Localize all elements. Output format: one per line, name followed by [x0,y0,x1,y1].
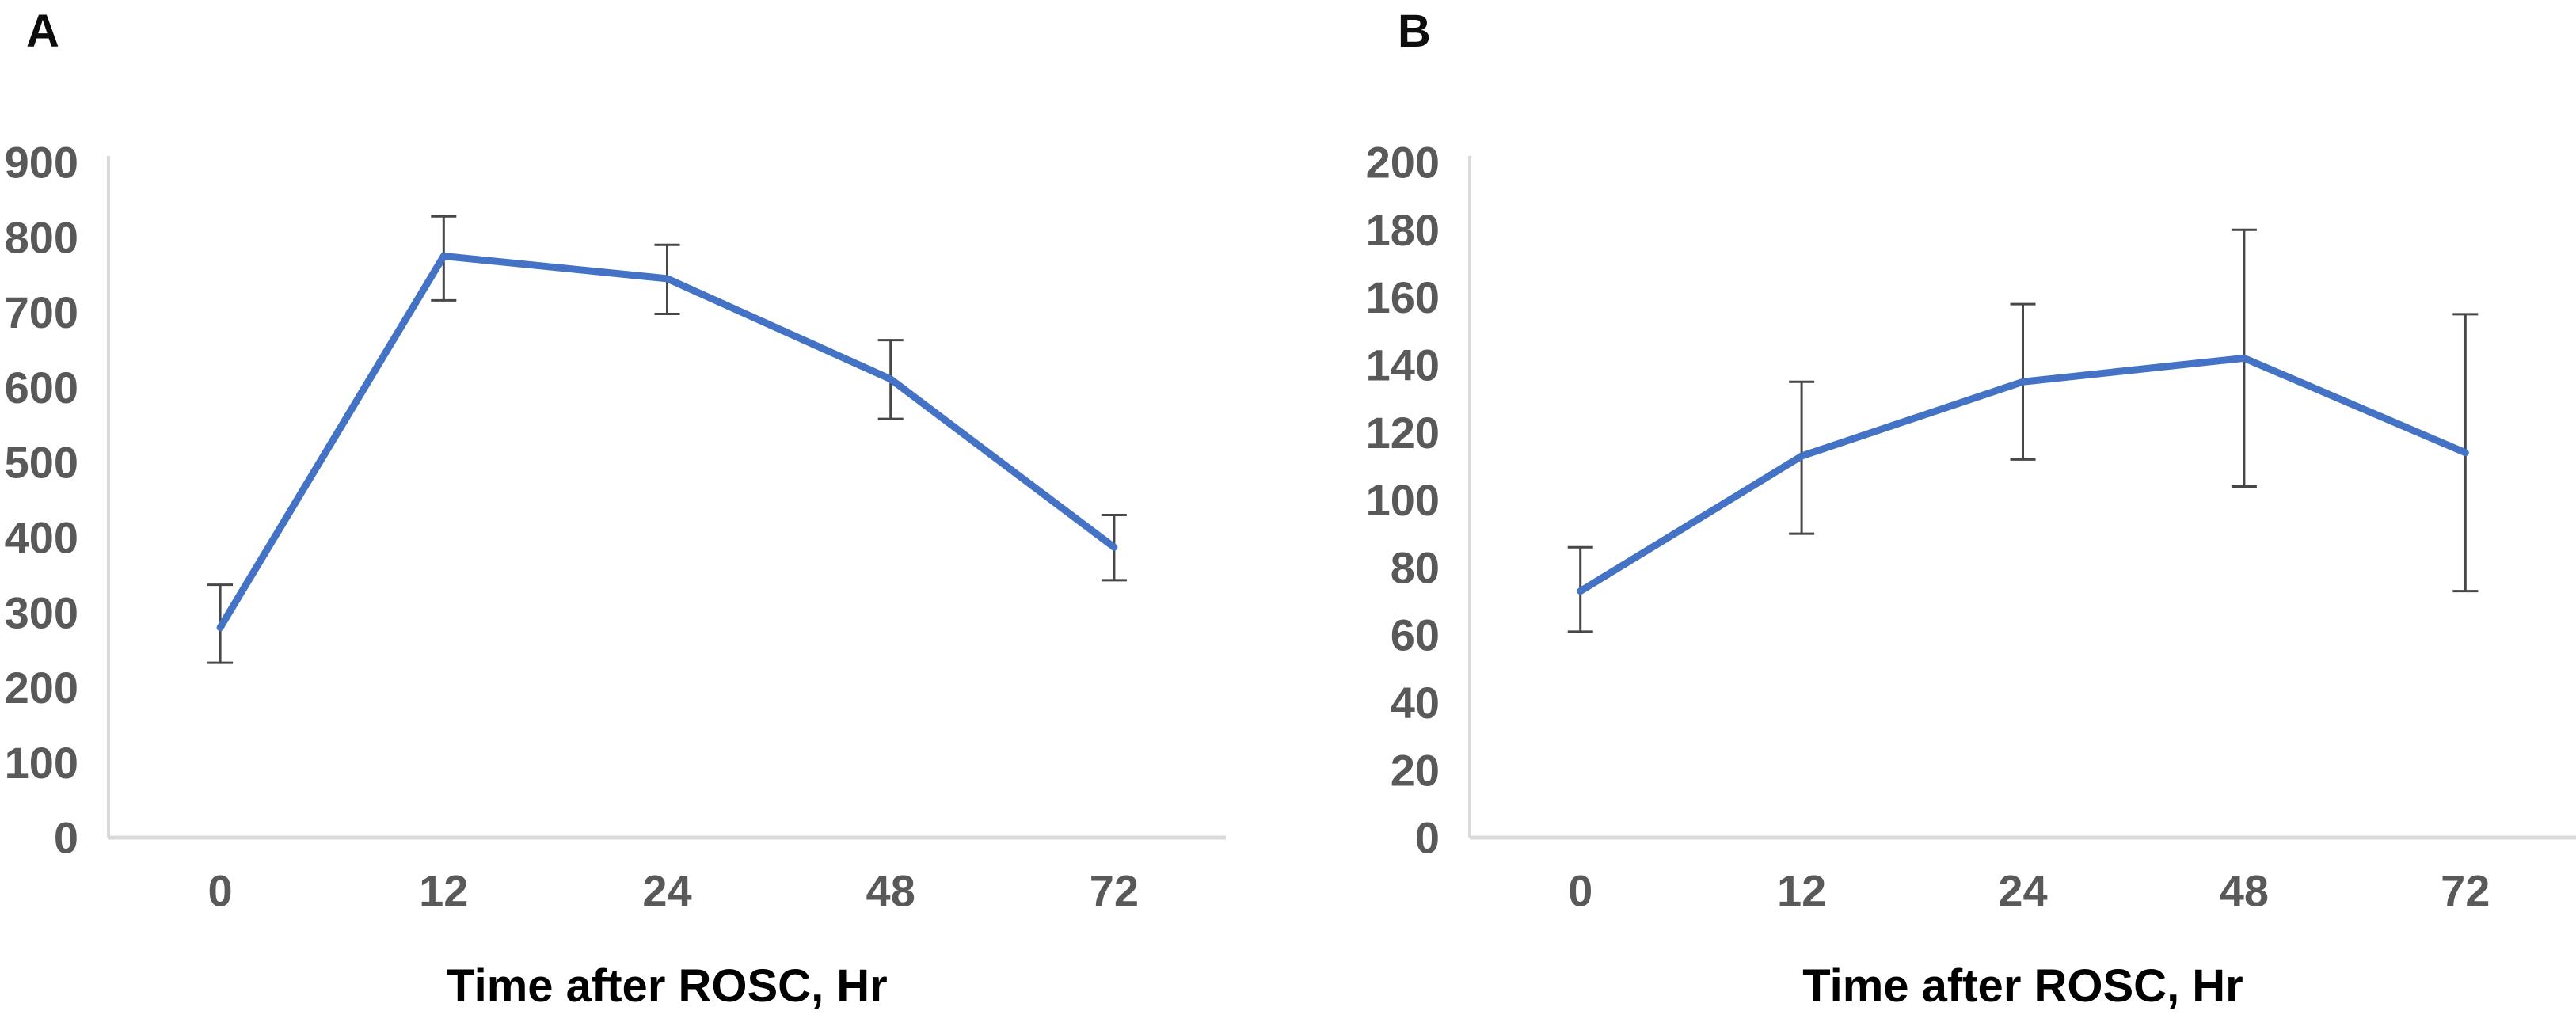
y-tick-label: 100 [5,738,78,788]
y-tick-label: 700 [5,287,78,337]
x-tick-label: 24 [642,866,691,916]
y-tick-label: 300 [5,587,78,637]
x-tick-label: 72 [1090,866,1139,916]
y-tick-label: 600 [5,363,78,412]
y-tick-label: 500 [5,438,78,488]
panel-a-label: A [26,6,60,57]
x-axis-title-a: Time after ROSC, Hr [447,960,888,1012]
y-tick-label: 60 [1391,610,1440,660]
x-axis-title-b: Time after ROSC, Hr [1802,960,2243,1012]
x-tick-label: 72 [2441,866,2490,916]
y-tick-label: 180 [1366,205,1440,255]
y-tick-label: 80 [1391,542,1440,592]
panel-a: 0 100 200 300 400 500 600 700 800 900 0 12 24 48 72 A … [0,0,1267,1030]
y-tick-label: 140 [1366,340,1440,390]
y-tick-label: 0 [1415,813,1440,863]
y-tick-label: 160 [1366,272,1440,322]
y-tick-label: 900 [5,138,78,188]
y-tick-label: 200 [1366,138,1440,188]
y-tick-label: 20 [1391,745,1440,795]
series-line [216,252,1118,632]
x-tick-label: 24 [1998,866,2047,916]
y-tick-label: 400 [5,512,78,562]
x-tick-label: 12 [1777,866,1826,916]
y-tick-label: 100 [1366,475,1440,525]
line-chart-b: 0 20 40 60 80 100 120 140 160 180 200 0 12 24 48 72 [1366,138,2576,916]
panel-b: 0 20 40 60 80 100 120 140 160 180 200 0 12 24 48 72 B T… [1307,0,2576,1030]
series-line [1577,354,2469,595]
y-tick-label: 120 [1366,408,1440,458]
y-tick-label: 800 [5,212,78,262]
x-tick-label: 12 [419,866,468,916]
x-tick-label: 0 [208,866,233,916]
line-chart-a: 0 100 200 300 400 500 600 700 800 900 0 12 24 48 72 [5,138,1226,916]
y-tick-label: 0 [54,813,78,863]
x-tick-label: 48 [866,866,915,916]
x-tick-label: 48 [2220,866,2269,916]
y-tick-label: 40 [1391,678,1440,728]
panel-b-label: B [1398,6,1432,57]
x-tick-label: 0 [1568,866,1592,916]
y-tick-label: 200 [5,663,78,713]
